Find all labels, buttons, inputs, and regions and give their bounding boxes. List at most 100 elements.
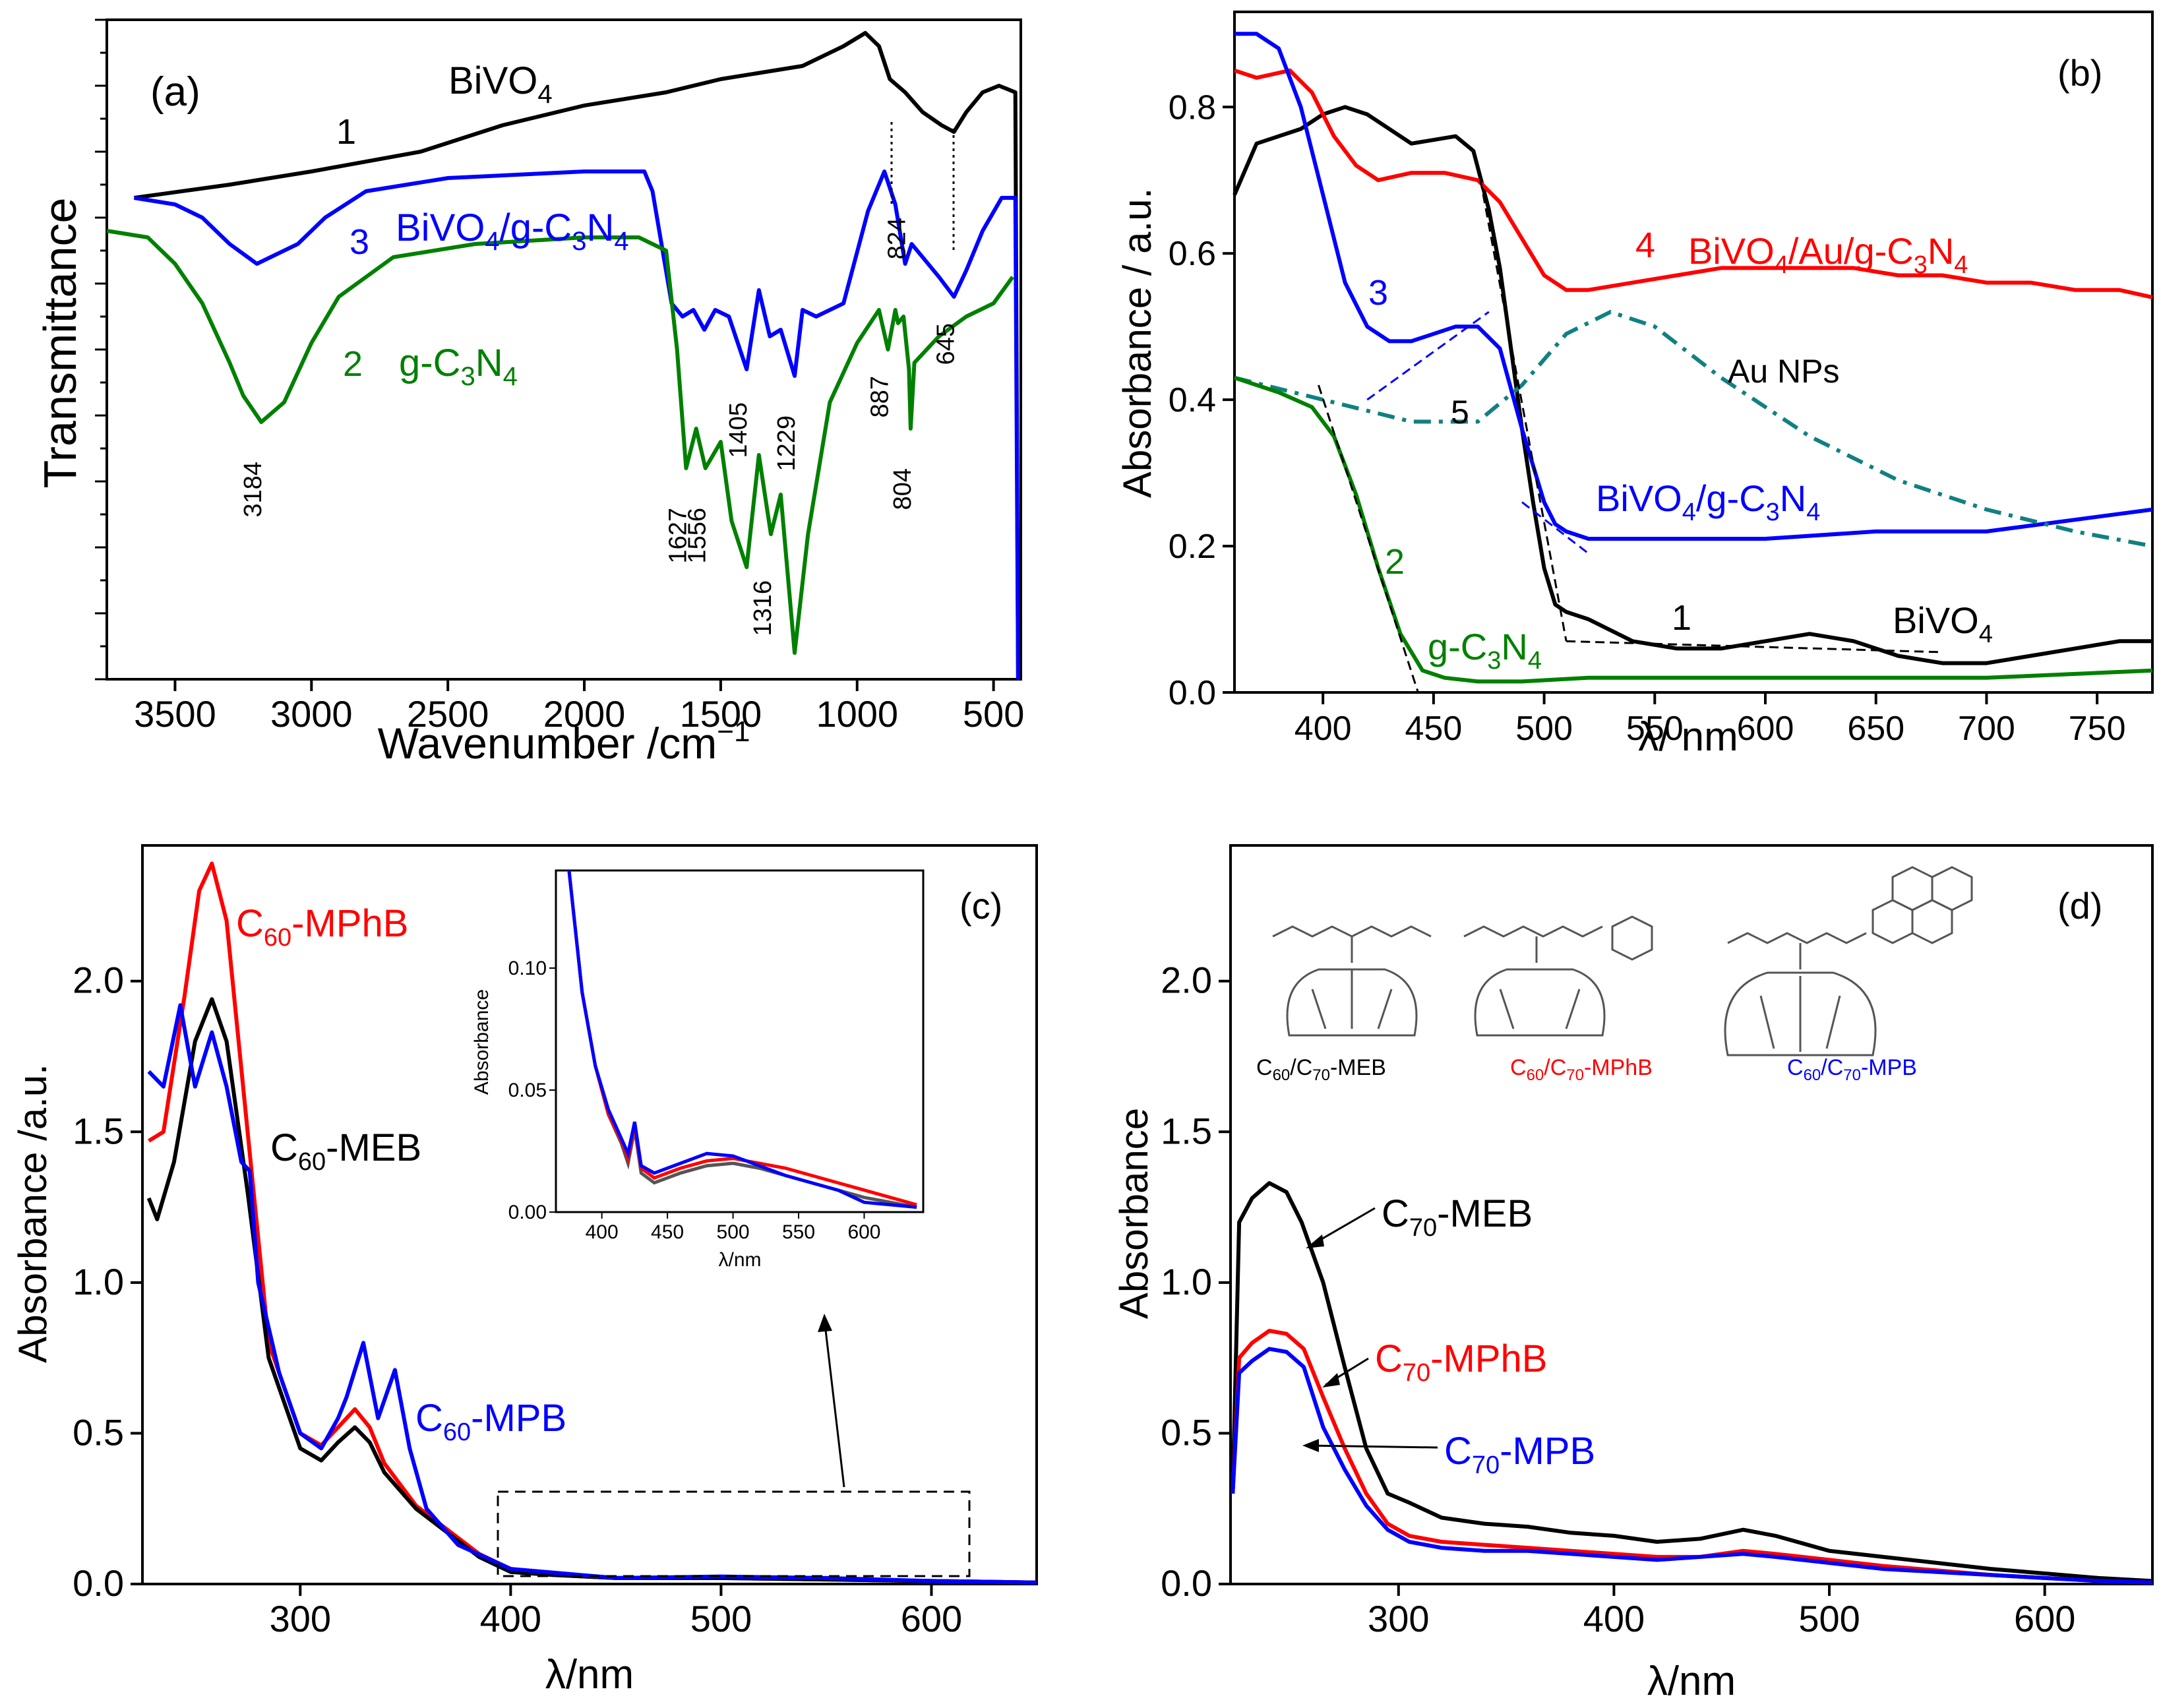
inset-series-2 [567, 870, 917, 1209]
label-b-gcn: g-C3N4 [1428, 626, 1542, 675]
inset-ytick-label-2: 0.10 [508, 958, 547, 979]
xtick-label-pa-5: 1000 [816, 693, 898, 735]
num-5-b: 5 [1451, 394, 1469, 431]
series-line-pa-1 [133, 169, 1020, 680]
panel-c-tag: (c) [959, 885, 1002, 927]
peak-annotation-824: 824 [884, 218, 911, 259]
xtick-label-pc-3: 600 [901, 1598, 962, 1639]
axis-ylabel-d: Absorbance [1112, 1108, 1156, 1319]
axis-xlabel-b: λ/ nm [1638, 714, 1738, 760]
label-c60-meb: C60-MEB [270, 1126, 421, 1176]
xtick-label-pb-6: 700 [1958, 710, 2015, 748]
label-c60-mpb: C60-MPB [415, 1397, 566, 1446]
xtick-label-pd-1: 400 [1583, 1598, 1645, 1639]
structure-label-mphb: C60/C70-MPhB [1510, 1055, 1653, 1084]
num-3-a: 3 [350, 222, 369, 262]
xtick-label-pa-0: 3500 [134, 693, 216, 735]
structure-label-meb: C60/C70-MEB [1256, 1055, 1386, 1084]
axis-xlabel-c: λ/nm [545, 1652, 634, 1697]
arrowhead-mpb [1302, 1439, 1319, 1452]
series-line-pb-1 [1234, 68, 2153, 299]
series-line-pb-2 [1234, 32, 2153, 541]
tangent-line-2 [1566, 640, 1943, 654]
ytick-label-pc-3: 1.5 [73, 1110, 124, 1151]
inset-ytick-label-0: 0.00 [508, 1202, 547, 1223]
inset-xtick-label-3: 550 [782, 1221, 815, 1243]
ytick-label-pc-1: 0.5 [73, 1411, 124, 1453]
inset-xtick-label-0: 400 [586, 1221, 619, 1243]
peak-annotation-1316: 1316 [749, 580, 777, 636]
label-c70-mpb: C70-MPB [1444, 1430, 1595, 1479]
xtick-label-pa-6: 500 [963, 693, 1024, 735]
label-b-bivo4: BiVO4 [1893, 599, 1993, 648]
xtick-label-pb-4: 600 [1737, 710, 1794, 748]
peak-annotation-3184: 3184 [239, 462, 267, 518]
peak-annotation-1627: 1627 [664, 508, 692, 564]
ytick-label-pb-0: 0.0 [1169, 674, 1216, 712]
peak-annotation-645: 645 [932, 323, 960, 365]
series-line-pb-3 [1234, 310, 2153, 549]
inset-xtick-label-2: 500 [717, 1221, 750, 1243]
panel-d-tag: (d) [2057, 885, 2102, 927]
panel-a-frame [106, 18, 1022, 681]
inset-ytick-label-1: 0.05 [508, 1080, 547, 1101]
label-au-nps: Au NPs [1728, 353, 1840, 390]
series-line-pb-0 [1233, 105, 2152, 665]
peak-annotation-1556: 1556 [684, 508, 712, 564]
label-gcn: g-C3N4 [399, 342, 518, 391]
panel-b: 400 450 500 550 600 650 700 7500.00.20.40.60.8 … [1115, 11, 2154, 760]
label-bivo4-gcn: BiVO4/g-C3N4 [396, 206, 629, 256]
arrowhead-meb [1306, 1235, 1324, 1248]
ytick-label-pd-3: 1.5 [1161, 1110, 1212, 1151]
ytick-label-pb-1: 0.2 [1169, 528, 1216, 566]
xtick-label-pd-2: 500 [1798, 1598, 1860, 1639]
molecule-meb-sketch [1272, 925, 1432, 1037]
molecule-mpb-sketch [1724, 866, 1973, 1056]
zoom-region-box [497, 1490, 971, 1577]
zoom-arrowhead [818, 1314, 832, 1332]
xtick-label-pd-3: 600 [2014, 1598, 2075, 1639]
panel-d: 300 400 500 600 0.0 0.5 1.0 1.5 2.0 (d) [1112, 844, 2154, 1704]
tangent-line-0 [1318, 384, 1419, 693]
ytick-label-pd-0: 0.0 [1161, 1562, 1212, 1604]
series-line-pb-4 [1234, 375, 2153, 684]
label-c70-mphb: C70-MPhB [1375, 1337, 1547, 1387]
num-2-b: 2 [1385, 542, 1405, 582]
xtick-label-pc-2: 500 [690, 1598, 752, 1639]
ytick-label-pc-2: 1.0 [73, 1261, 124, 1302]
inset-frame [555, 869, 925, 1213]
ytick-label-pc-0: 0.0 [73, 1562, 124, 1604]
molecule-mphb-sketch [1463, 915, 1653, 1037]
xtick-label-pd-0: 300 [1368, 1598, 1429, 1639]
series-line-pd-1 [1231, 1329, 2153, 1585]
ytick-label-pd-2: 1.0 [1161, 1261, 1212, 1302]
ytick-label-pb-3: 0.6 [1169, 235, 1216, 273]
arrowhead-mphb [1322, 1373, 1340, 1388]
peak-annotation-887: 887 [867, 376, 894, 417]
label-c70-meb: C70-MEB [1382, 1192, 1533, 1242]
inset-ylabel: Absorbance [471, 989, 493, 1095]
xtick-label-pa-2: 2500 [407, 693, 489, 735]
num-2-a: 2 [343, 344, 363, 384]
panel-a: 3500 3000 2500 2000 1500 1000 500 (a) BiVO4 1 … [34, 18, 1024, 768]
ytick-label-pc-4: 2.0 [73, 960, 124, 1001]
panel-d-frame [1229, 844, 2154, 1585]
num-3-b: 3 [1368, 273, 1388, 313]
panel-b-tag: (b) [2057, 52, 2102, 94]
panel-a-tag: (a) [150, 69, 200, 115]
series-line-pd-0 [1231, 1181, 2153, 1583]
xtick-label-pa-3: 2000 [543, 693, 626, 735]
ytick-label-pb-2: 0.4 [1169, 381, 1216, 419]
inset-c: 400 450 500 550 600 0.00 0.05 0.10 Absorbance λ… [471, 869, 925, 1271]
inset-series-1 [567, 870, 917, 1207]
inset-xtick-label-4: 600 [847, 1221, 880, 1243]
series-line-pa-0 [133, 31, 1020, 680]
xtick-label-pb-1: 450 [1405, 710, 1462, 748]
num-1-b: 1 [1672, 598, 1691, 638]
xtick-label-pa-1: 3000 [270, 693, 353, 735]
series-line-pd-2 [1231, 1347, 2153, 1585]
arrow-mpb [1305, 1444, 1438, 1449]
axis-ylabel-c: Absorbance /a.u. [11, 1064, 55, 1363]
tangent-line-3 [1366, 311, 1490, 401]
